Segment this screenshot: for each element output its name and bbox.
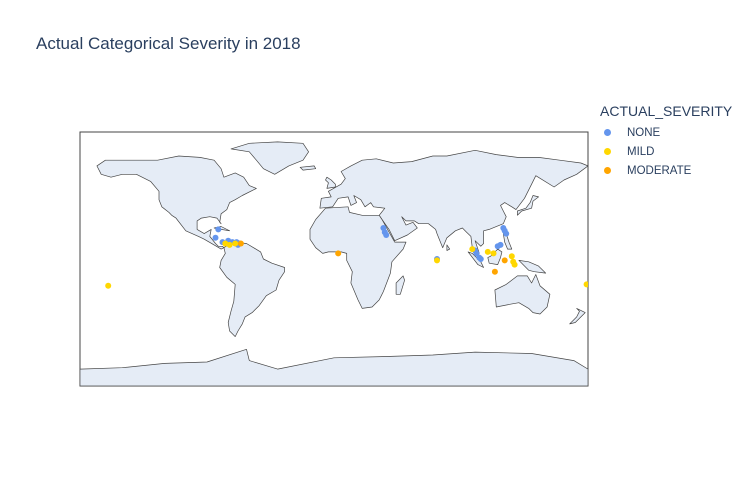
legend-item-mild[interactable]: MILD [600,142,732,161]
chart-title: Actual Categorical Severity in 2018 [36,34,301,53]
landmass-sumatra [467,251,484,268]
point-moderate-3[interactable] [501,257,508,264]
point-mild-2[interactable] [232,240,239,247]
legend-label-mild: MILD [627,145,655,158]
point-moderate-1[interactable] [335,250,342,257]
point-none-10[interactable] [383,232,390,238]
legend-swatch-none [604,129,611,136]
point-none-15[interactable] [494,243,501,250]
point-mild-7[interactable] [508,253,515,260]
legend: ACTUAL_SEVERITY NONE MILD MODERATE [600,103,732,180]
landmass-greenland [230,141,309,175]
legend-item-none[interactable]: NONE [600,123,732,142]
landmass-japan [517,195,539,216]
point-none-19[interactable] [477,256,484,262]
point-mild-4[interactable] [469,246,476,253]
legend-title: ACTUAL_SEVERITY [600,103,733,119]
landmass-south-america [219,241,285,337]
point-moderate-0[interactable] [237,240,244,247]
point-none-13[interactable] [503,230,510,237]
point-mild-3[interactable] [434,257,440,264]
legend-item-moderate[interactable]: MODERATE [600,161,732,180]
point-mild-1[interactable] [226,241,233,248]
legend-label-moderate: MODERATE [627,164,692,177]
point-mild-6[interactable] [490,250,497,257]
landmass-antarctica [80,348,588,386]
point-none-1[interactable] [212,234,219,241]
landmass-australia [494,274,551,315]
landmass-sri-lanka [446,244,451,251]
point-none-0[interactable] [215,226,222,233]
point-mild-10[interactable] [105,282,112,289]
landmass-new-guinea [518,260,547,274]
point-moderate-2[interactable] [491,268,498,275]
legend-swatch-moderate [604,167,611,174]
legend-label-none: NONE [627,126,661,139]
point-mild-11[interactable] [583,281,590,288]
landmass-uk [325,176,336,189]
landmass-north-america [96,155,257,250]
landmass-iceland [299,165,317,171]
landmass-new-zealand [569,308,586,325]
points-layer [105,225,590,289]
point-mild-9[interactable] [511,261,518,268]
landmass-madagascar [395,275,405,295]
point-mild-5[interactable] [484,248,491,255]
legend-swatch-mild [604,148,611,155]
